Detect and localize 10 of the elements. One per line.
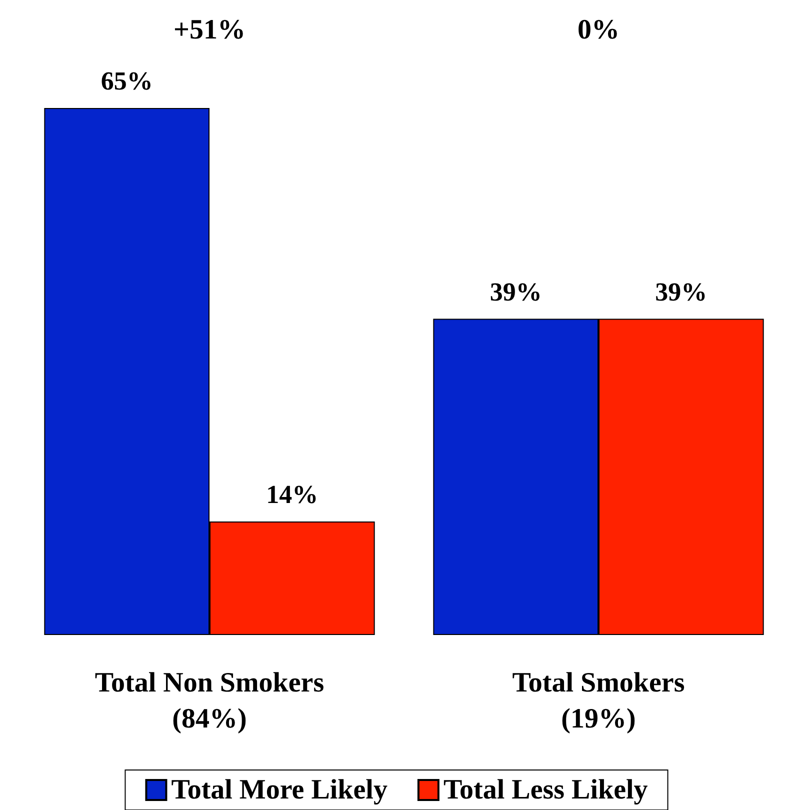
text: +51% [174, 14, 246, 46]
legend-label: Total More Likely [171, 774, 388, 806]
data-label: 65% [100, 66, 153, 96]
data-label: 39% [655, 277, 708, 306]
text: 0% [578, 14, 620, 46]
legend-label: Total Less Likely [443, 774, 648, 806]
data-label: 14% [266, 480, 318, 509]
x-tick-label: Total Non Smokers (84%) [94, 668, 324, 734]
data-label: 39% [490, 277, 542, 306]
x-tick-label: Total Smokers (19%) [512, 668, 685, 734]
